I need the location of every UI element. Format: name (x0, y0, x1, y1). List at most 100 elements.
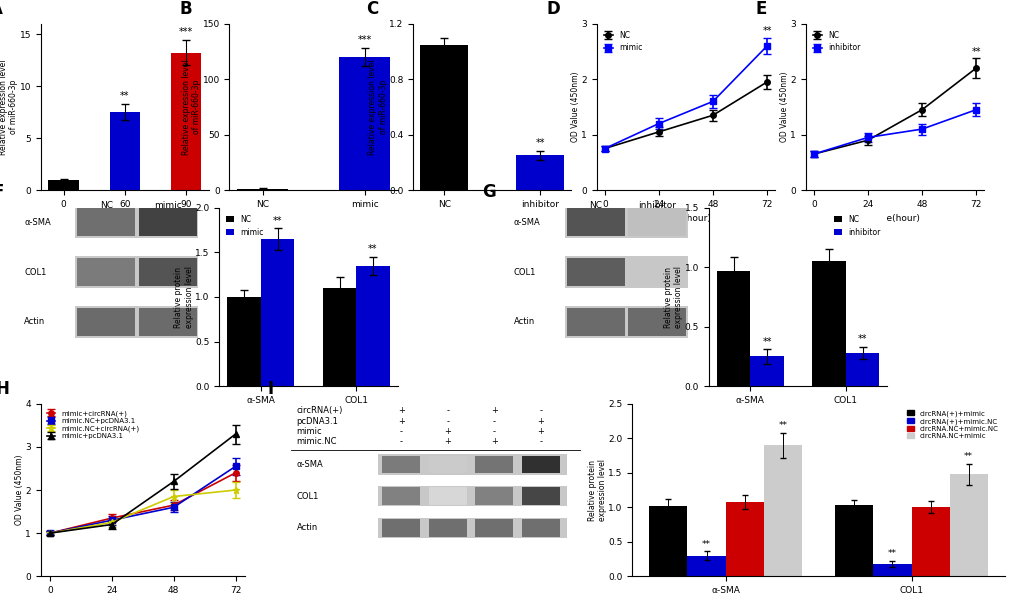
Text: -: - (539, 437, 542, 446)
Text: **: ** (857, 334, 866, 344)
Text: **: ** (368, 245, 377, 254)
Text: **: ** (120, 91, 129, 100)
Text: -: - (399, 437, 403, 446)
Bar (428, 488, 466, 505)
Y-axis label: Relative protein
expression level: Relative protein expression level (663, 266, 683, 328)
Text: H: H (0, 380, 10, 397)
Text: α-SMA: α-SMA (297, 460, 323, 469)
Text: -: - (445, 406, 448, 415)
Text: -: - (399, 427, 403, 436)
Text: **: ** (761, 337, 771, 346)
Bar (725, 502, 763, 576)
Bar (420, 45, 468, 190)
Bar (522, 519, 559, 536)
Bar (77, 208, 135, 236)
Y-axis label: Relative protein
expression level: Relative protein expression level (587, 459, 606, 521)
Text: -: - (445, 416, 448, 426)
Text: G: G (482, 183, 495, 201)
Bar (377, 517, 567, 538)
Text: NC: NC (100, 201, 113, 210)
Y-axis label: OD Value (450nm): OD Value (450nm) (15, 455, 23, 525)
Text: **: ** (535, 138, 544, 148)
Bar (261, 239, 293, 386)
Bar (565, 306, 688, 338)
Bar (382, 488, 420, 505)
Legend: NC, mimic: NC, mimic (223, 211, 266, 239)
Text: +: + (397, 416, 405, 426)
Y-axis label: OD Value (450nm): OD Value (450nm) (571, 72, 579, 142)
Text: A: A (0, 0, 3, 18)
Legend: NC, inhibitor: NC, inhibitor (809, 27, 862, 55)
Y-axis label: Relative expression level
of miR-660-3p: Relative expression level of miR-660-3p (368, 59, 387, 154)
Text: ***: *** (179, 27, 193, 37)
Text: α-SMA: α-SMA (514, 217, 540, 227)
Text: +: + (397, 406, 405, 415)
Bar (227, 297, 261, 386)
Bar (949, 474, 986, 576)
Bar (475, 488, 513, 505)
Text: mimic: mimic (297, 427, 322, 436)
Bar (872, 564, 911, 576)
Text: C: C (366, 0, 378, 18)
Bar (382, 519, 420, 536)
Y-axis label: Relative expression level
of miR-660-3p: Relative expression level of miR-660-3p (181, 59, 201, 154)
Legend: NC, mimic: NC, mimic (600, 27, 645, 55)
Text: D: D (546, 0, 559, 18)
Text: COL1: COL1 (514, 267, 536, 277)
Text: I: I (267, 380, 273, 397)
Text: inhibitor: inhibitor (638, 201, 676, 210)
Bar (567, 308, 624, 336)
Bar (516, 156, 564, 190)
Bar (49, 179, 79, 190)
Bar (75, 306, 199, 338)
Text: COL1: COL1 (24, 267, 47, 277)
Bar (356, 266, 389, 386)
Text: Actin: Actin (24, 317, 45, 327)
Text: **: ** (888, 549, 896, 558)
X-axis label: Time(days): Time(days) (100, 214, 150, 223)
Text: NC: NC (589, 201, 602, 210)
Bar (428, 519, 466, 536)
Text: α-SMA: α-SMA (24, 217, 51, 227)
Bar (75, 206, 199, 238)
Text: ***: *** (358, 34, 371, 45)
Bar (75, 256, 199, 288)
Text: circRNA(+): circRNA(+) (297, 406, 342, 415)
X-axis label: Time(hour): Time(hour) (660, 214, 710, 223)
Bar (628, 208, 686, 236)
Bar (77, 258, 135, 286)
Y-axis label: OD Value (450nm): OD Value (450nm) (780, 72, 788, 142)
Bar (567, 258, 624, 286)
Bar (687, 555, 725, 576)
Bar (475, 519, 513, 536)
Bar (911, 507, 949, 576)
Text: +: + (490, 437, 497, 446)
Text: **: ** (761, 26, 771, 36)
Text: -: - (539, 406, 542, 415)
Bar (139, 208, 197, 236)
Text: **: ** (777, 421, 787, 430)
Text: E: E (755, 0, 766, 18)
Text: F: F (0, 183, 4, 201)
Bar (382, 456, 420, 473)
Text: **: ** (970, 47, 980, 57)
Text: +: + (444, 437, 450, 446)
Text: pcDNA3.1: pcDNA3.1 (297, 416, 338, 426)
Bar (377, 454, 567, 475)
X-axis label: Time(hour): Time(hour) (869, 214, 919, 223)
Text: Actin: Actin (514, 317, 534, 327)
Bar (567, 208, 624, 236)
Bar (110, 112, 141, 190)
Bar (323, 288, 356, 386)
Text: +: + (537, 427, 543, 436)
Bar (649, 506, 687, 576)
Bar (716, 271, 750, 386)
Bar (812, 261, 845, 386)
Bar (236, 189, 288, 190)
Text: B: B (179, 0, 192, 18)
Text: mimic.NC: mimic.NC (297, 437, 336, 446)
Bar (628, 308, 686, 336)
Text: +: + (444, 427, 450, 436)
Legend: circRNA(+)+mimic, circRNA(+)+mimic.NC, circRNA.NC+mimic.NC, circRNA.NC+mimic: circRNA(+)+mimic, circRNA(+)+mimic.NC, c… (904, 407, 1001, 442)
Y-axis label: Relative expression level
of miR-660-3p: Relative expression level of miR-660-3p (0, 59, 18, 154)
